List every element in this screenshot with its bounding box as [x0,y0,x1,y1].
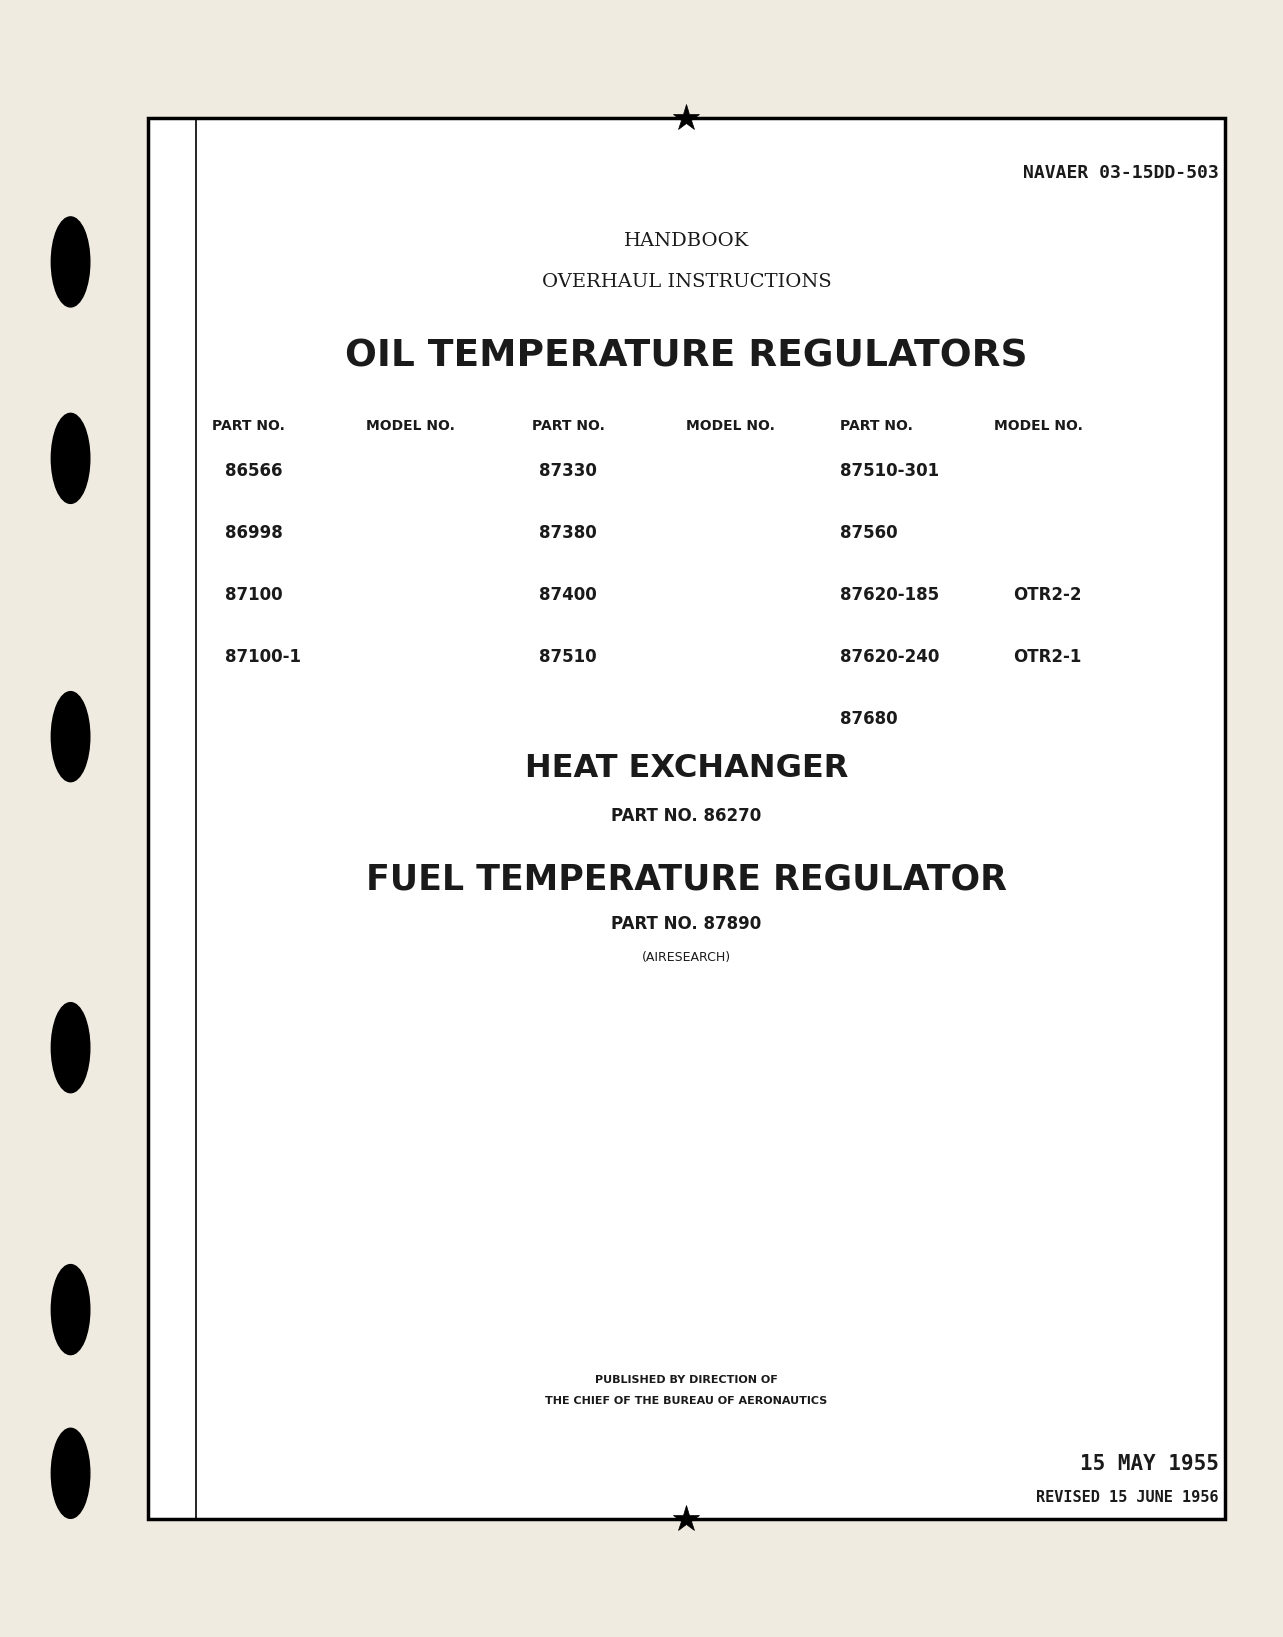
Text: 87680: 87680 [840,710,898,728]
Text: 86998: 86998 [225,524,282,542]
Text: 87330: 87330 [539,462,597,480]
Text: 87400: 87400 [539,586,597,604]
Text: PUBLISHED BY DIRECTION OF: PUBLISHED BY DIRECTION OF [595,1375,777,1385]
Text: HEAT EXCHANGER: HEAT EXCHANGER [525,753,848,784]
Text: REVISED 15 JUNE 1956: REVISED 15 JUNE 1956 [1037,1490,1219,1504]
Ellipse shape [51,414,90,504]
Text: PART NO. 86270: PART NO. 86270 [611,807,762,825]
Text: (AIRESEARCH): (AIRESEARCH) [642,951,731,964]
Text: 87560: 87560 [840,524,898,542]
Text: OTR2-2: OTR2-2 [1014,586,1082,604]
Text: HANDBOOK: HANDBOOK [624,232,749,250]
Text: 87510-301: 87510-301 [840,462,939,480]
Text: 87620-240: 87620-240 [840,648,939,666]
Text: 87510: 87510 [539,648,597,666]
Text: PART NO.: PART NO. [840,419,913,434]
Text: OIL TEMPERATURE REGULATORS: OIL TEMPERATURE REGULATORS [345,339,1028,375]
Ellipse shape [51,1002,90,1094]
Text: OTR2-1: OTR2-1 [1014,648,1082,666]
Text: PART NO.: PART NO. [532,419,606,434]
Text: 87100-1: 87100-1 [225,648,300,666]
Text: MODEL NO.: MODEL NO. [686,419,775,434]
Ellipse shape [51,1264,90,1354]
Text: OVERHAUL INSTRUCTIONS: OVERHAUL INSTRUCTIONS [541,273,831,291]
Text: 87100: 87100 [225,586,282,604]
Ellipse shape [51,218,90,308]
Text: FUEL TEMPERATURE REGULATOR: FUEL TEMPERATURE REGULATOR [366,863,1007,897]
Text: THE CHIEF OF THE BUREAU OF AERONAUTICS: THE CHIEF OF THE BUREAU OF AERONAUTICS [545,1396,828,1406]
Ellipse shape [51,1427,90,1519]
Text: 87380: 87380 [539,524,597,542]
Text: 86566: 86566 [225,462,282,480]
Text: MODEL NO.: MODEL NO. [994,419,1083,434]
Text: 87620-185: 87620-185 [840,586,939,604]
Text: MODEL NO.: MODEL NO. [366,419,454,434]
Text: 15 MAY 1955: 15 MAY 1955 [1080,1454,1219,1473]
Ellipse shape [51,691,90,782]
Bar [148,118,1225,1519]
Text: PART NO.: PART NO. [212,419,285,434]
Text: PART NO. 87890: PART NO. 87890 [611,915,762,933]
Text: NAVAER 03-15DD-503: NAVAER 03-15DD-503 [1023,164,1219,182]
